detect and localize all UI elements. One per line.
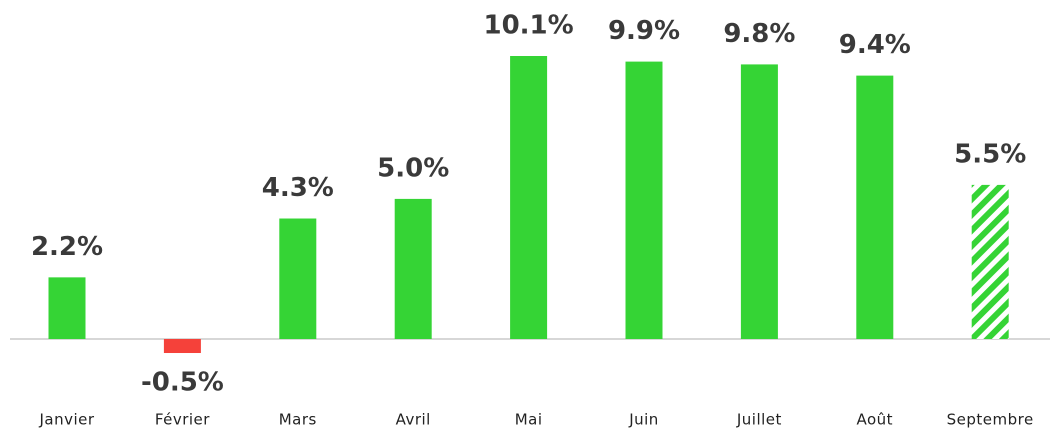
value-label: -0.5% — [141, 368, 224, 398]
value-label: 9.9% — [608, 16, 680, 46]
category-label: Janvier — [38, 411, 94, 429]
bar — [971, 184, 1009, 339]
value-label: 9.4% — [839, 30, 911, 60]
bar — [740, 64, 778, 339]
category-label: Juin — [628, 411, 659, 429]
category-label: Juillet — [736, 411, 782, 429]
bar — [279, 218, 317, 339]
category-label: Avril — [396, 411, 431, 429]
category-label: Septembre — [947, 411, 1034, 429]
bar — [163, 339, 201, 354]
bar — [48, 277, 86, 339]
value-label: 5.5% — [954, 139, 1026, 169]
value-label: 4.3% — [262, 173, 334, 203]
value-label: 2.2% — [31, 232, 103, 262]
bar — [856, 75, 894, 339]
category-label: Août — [857, 411, 894, 429]
bar — [510, 56, 548, 339]
category-label: Février — [155, 411, 210, 429]
category-label: Mars — [279, 411, 317, 429]
value-label: 10.1% — [483, 11, 573, 41]
bar — [394, 198, 432, 339]
value-label: 9.8% — [723, 19, 795, 49]
bar — [625, 61, 663, 339]
value-label: 5.0% — [377, 153, 449, 183]
category-label: Mai — [515, 411, 543, 429]
